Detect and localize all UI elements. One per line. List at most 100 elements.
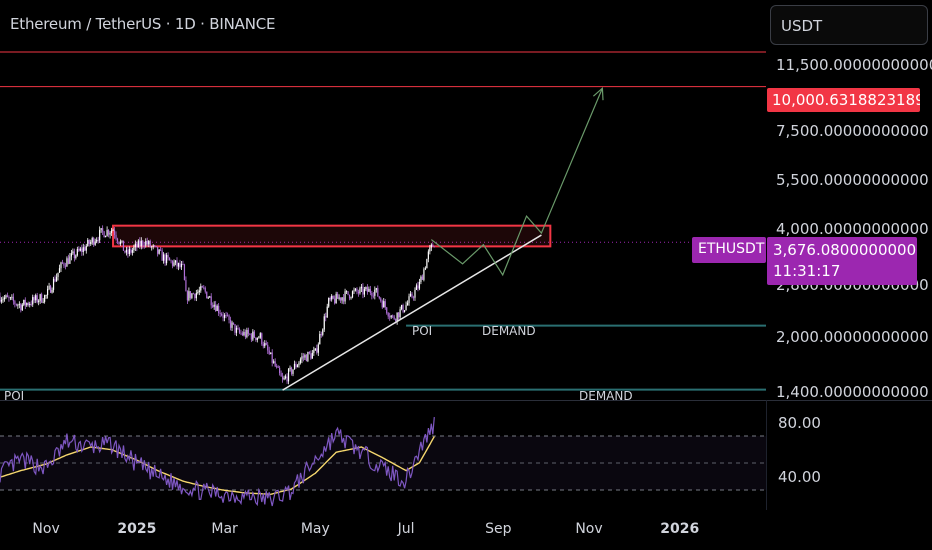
candle-body bbox=[170, 260, 172, 262]
candle-body bbox=[148, 241, 150, 245]
candle-body bbox=[207, 297, 209, 299]
candle-body bbox=[328, 298, 330, 307]
candle-body bbox=[433, 246, 435, 248]
candle-body bbox=[253, 331, 255, 338]
rsi-tick-high: 80.00 bbox=[778, 414, 821, 432]
candle-body bbox=[158, 249, 160, 254]
candle-body bbox=[188, 291, 190, 301]
candle-body bbox=[424, 268, 426, 270]
candle-body bbox=[182, 264, 184, 265]
candle-body bbox=[338, 297, 340, 299]
candle-body bbox=[393, 316, 395, 320]
candle-body bbox=[274, 361, 276, 367]
candle-body bbox=[8, 297, 10, 299]
candle-body bbox=[249, 333, 251, 335]
candle-body bbox=[115, 234, 117, 239]
candle-body bbox=[356, 288, 358, 292]
candle-body bbox=[194, 293, 196, 299]
candle-body bbox=[21, 304, 23, 311]
candle-body bbox=[33, 297, 35, 301]
candle-body bbox=[392, 315, 394, 317]
candle-body bbox=[293, 363, 296, 370]
target-price-tag: 10,000.63188231899 bbox=[767, 88, 920, 112]
candle-body bbox=[60, 262, 62, 269]
candle-body bbox=[344, 291, 346, 302]
candle-body bbox=[215, 304, 217, 311]
candle-body bbox=[0, 299, 3, 302]
candle-body bbox=[137, 240, 139, 248]
candle-body bbox=[18, 304, 20, 305]
candle-body bbox=[395, 319, 397, 322]
candle-body bbox=[206, 291, 208, 299]
candle-body bbox=[212, 305, 214, 307]
candle-body bbox=[381, 301, 383, 308]
candle-body bbox=[203, 287, 205, 289]
candle-body bbox=[201, 286, 203, 288]
candle-body bbox=[61, 262, 64, 264]
candle-body bbox=[390, 315, 392, 318]
candle-body bbox=[298, 362, 300, 366]
candle-body bbox=[319, 334, 321, 345]
candle-body bbox=[134, 243, 136, 248]
candle-body bbox=[38, 300, 40, 303]
candle-body bbox=[225, 315, 227, 316]
candle-body bbox=[174, 260, 177, 263]
candle-body bbox=[366, 287, 368, 292]
candle-body bbox=[372, 295, 374, 297]
candle-body bbox=[15, 304, 17, 306]
projection-path bbox=[430, 87, 603, 277]
candle-body bbox=[387, 313, 389, 317]
candle-body bbox=[314, 348, 316, 351]
candle-body bbox=[216, 305, 218, 311]
candle-body bbox=[386, 307, 388, 314]
candle-body bbox=[332, 295, 334, 299]
candle-body bbox=[261, 333, 263, 345]
candle-body bbox=[427, 251, 429, 260]
price-tick-label: 5,500.00000000000 bbox=[776, 170, 929, 189]
candle-body bbox=[195, 293, 197, 299]
candle-body bbox=[90, 241, 92, 244]
candle-body bbox=[259, 333, 261, 338]
candle-body bbox=[340, 297, 342, 301]
candle-body bbox=[357, 291, 360, 294]
candle-body bbox=[142, 240, 144, 246]
candle-body bbox=[430, 244, 432, 248]
candle-body bbox=[107, 229, 110, 235]
candle-body bbox=[378, 296, 380, 299]
candle-body bbox=[250, 334, 252, 340]
price-tick-label: 7,500.00000000000 bbox=[776, 122, 929, 141]
candle-body bbox=[173, 262, 175, 266]
currency-selector[interactable]: USDT bbox=[770, 5, 928, 45]
candle-body bbox=[42, 301, 44, 303]
candle-body bbox=[405, 305, 407, 311]
candle-body bbox=[325, 316, 327, 318]
candle-body bbox=[88, 239, 90, 244]
candle-body bbox=[359, 288, 361, 294]
candle-body bbox=[408, 296, 410, 303]
candle-body bbox=[23, 299, 25, 305]
candle-body bbox=[78, 248, 80, 251]
candle-body bbox=[29, 303, 31, 305]
candle-body bbox=[44, 295, 46, 302]
candle-body bbox=[110, 230, 113, 233]
candle-body bbox=[76, 248, 78, 256]
candle-body bbox=[163, 254, 165, 261]
candle-body bbox=[229, 320, 232, 328]
candle-body bbox=[295, 363, 297, 368]
candle-body bbox=[389, 316, 391, 318]
candle-body bbox=[82, 247, 84, 252]
candle-body bbox=[200, 286, 202, 291]
candle-body bbox=[140, 240, 142, 247]
candle-body bbox=[94, 241, 96, 245]
month-tick-label: Sep bbox=[485, 521, 512, 537]
candle-body bbox=[411, 293, 413, 298]
candle-body bbox=[243, 331, 245, 336]
candle-body bbox=[152, 245, 154, 247]
month-tick-label: May bbox=[300, 521, 330, 537]
candle-body bbox=[380, 298, 382, 302]
rsi-tick-low: 40.00 bbox=[778, 468, 821, 486]
candle-body bbox=[308, 352, 310, 354]
poi-label-lower: POI bbox=[4, 389, 25, 403]
candle-body bbox=[279, 367, 281, 374]
candle-body bbox=[271, 352, 273, 363]
